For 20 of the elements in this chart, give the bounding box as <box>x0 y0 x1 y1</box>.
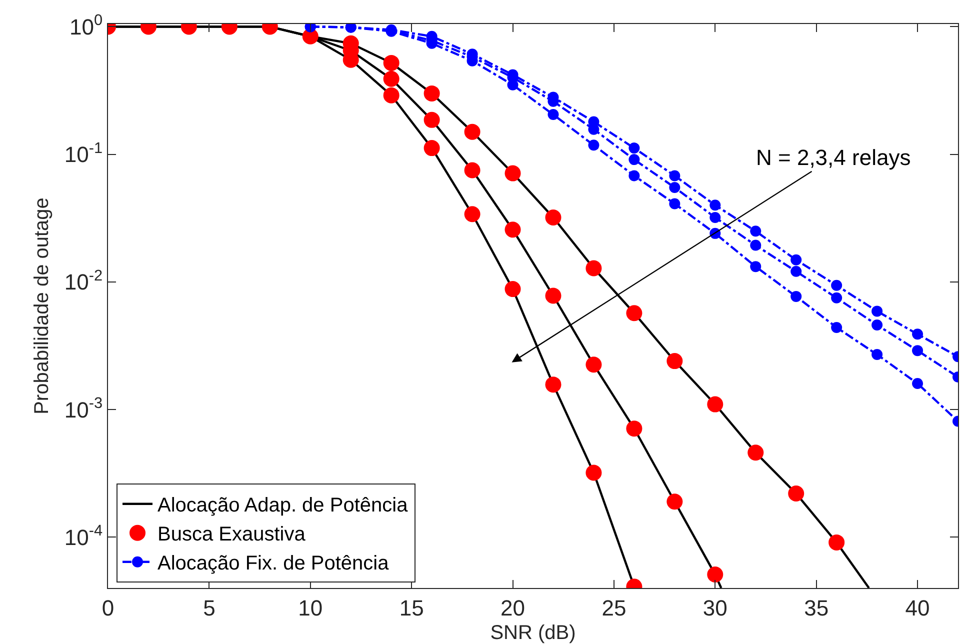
x-tick-label: 0 <box>102 595 114 620</box>
legend-label: Alocação Fix. de Potência <box>158 552 390 575</box>
x-tick-label: 25 <box>602 595 626 620</box>
x-tick-label: 30 <box>702 595 728 620</box>
x-tick-label: 35 <box>804 595 829 620</box>
x-tick-label: 20 <box>500 595 525 620</box>
x-axis-title: SNR (dB) <box>490 622 576 644</box>
y-tick-label: 10$^{-4}$ <box>64 522 104 550</box>
y-tick-label: 10$^{-2}$ <box>64 267 103 295</box>
legend-label: Alocação Adap. de Potência <box>158 494 409 517</box>
x-tick-label: 10 <box>298 595 323 620</box>
y-axis-title: Probabilidade de outage <box>30 198 53 414</box>
y-tick-label: 10$^{-1}$ <box>64 140 103 168</box>
annotation: N = 2,3,4 relays <box>756 145 911 170</box>
x-tick-label: 15 <box>399 595 424 620</box>
y-tick-label: 10$^{0}$ <box>70 12 103 40</box>
y-tick-label: 10$^{-3}$ <box>64 395 103 422</box>
legend-label: Busca Exaustiva <box>158 524 306 546</box>
x-tick-label: 5 <box>203 595 216 620</box>
x-tick-label: 40 <box>905 595 930 620</box>
